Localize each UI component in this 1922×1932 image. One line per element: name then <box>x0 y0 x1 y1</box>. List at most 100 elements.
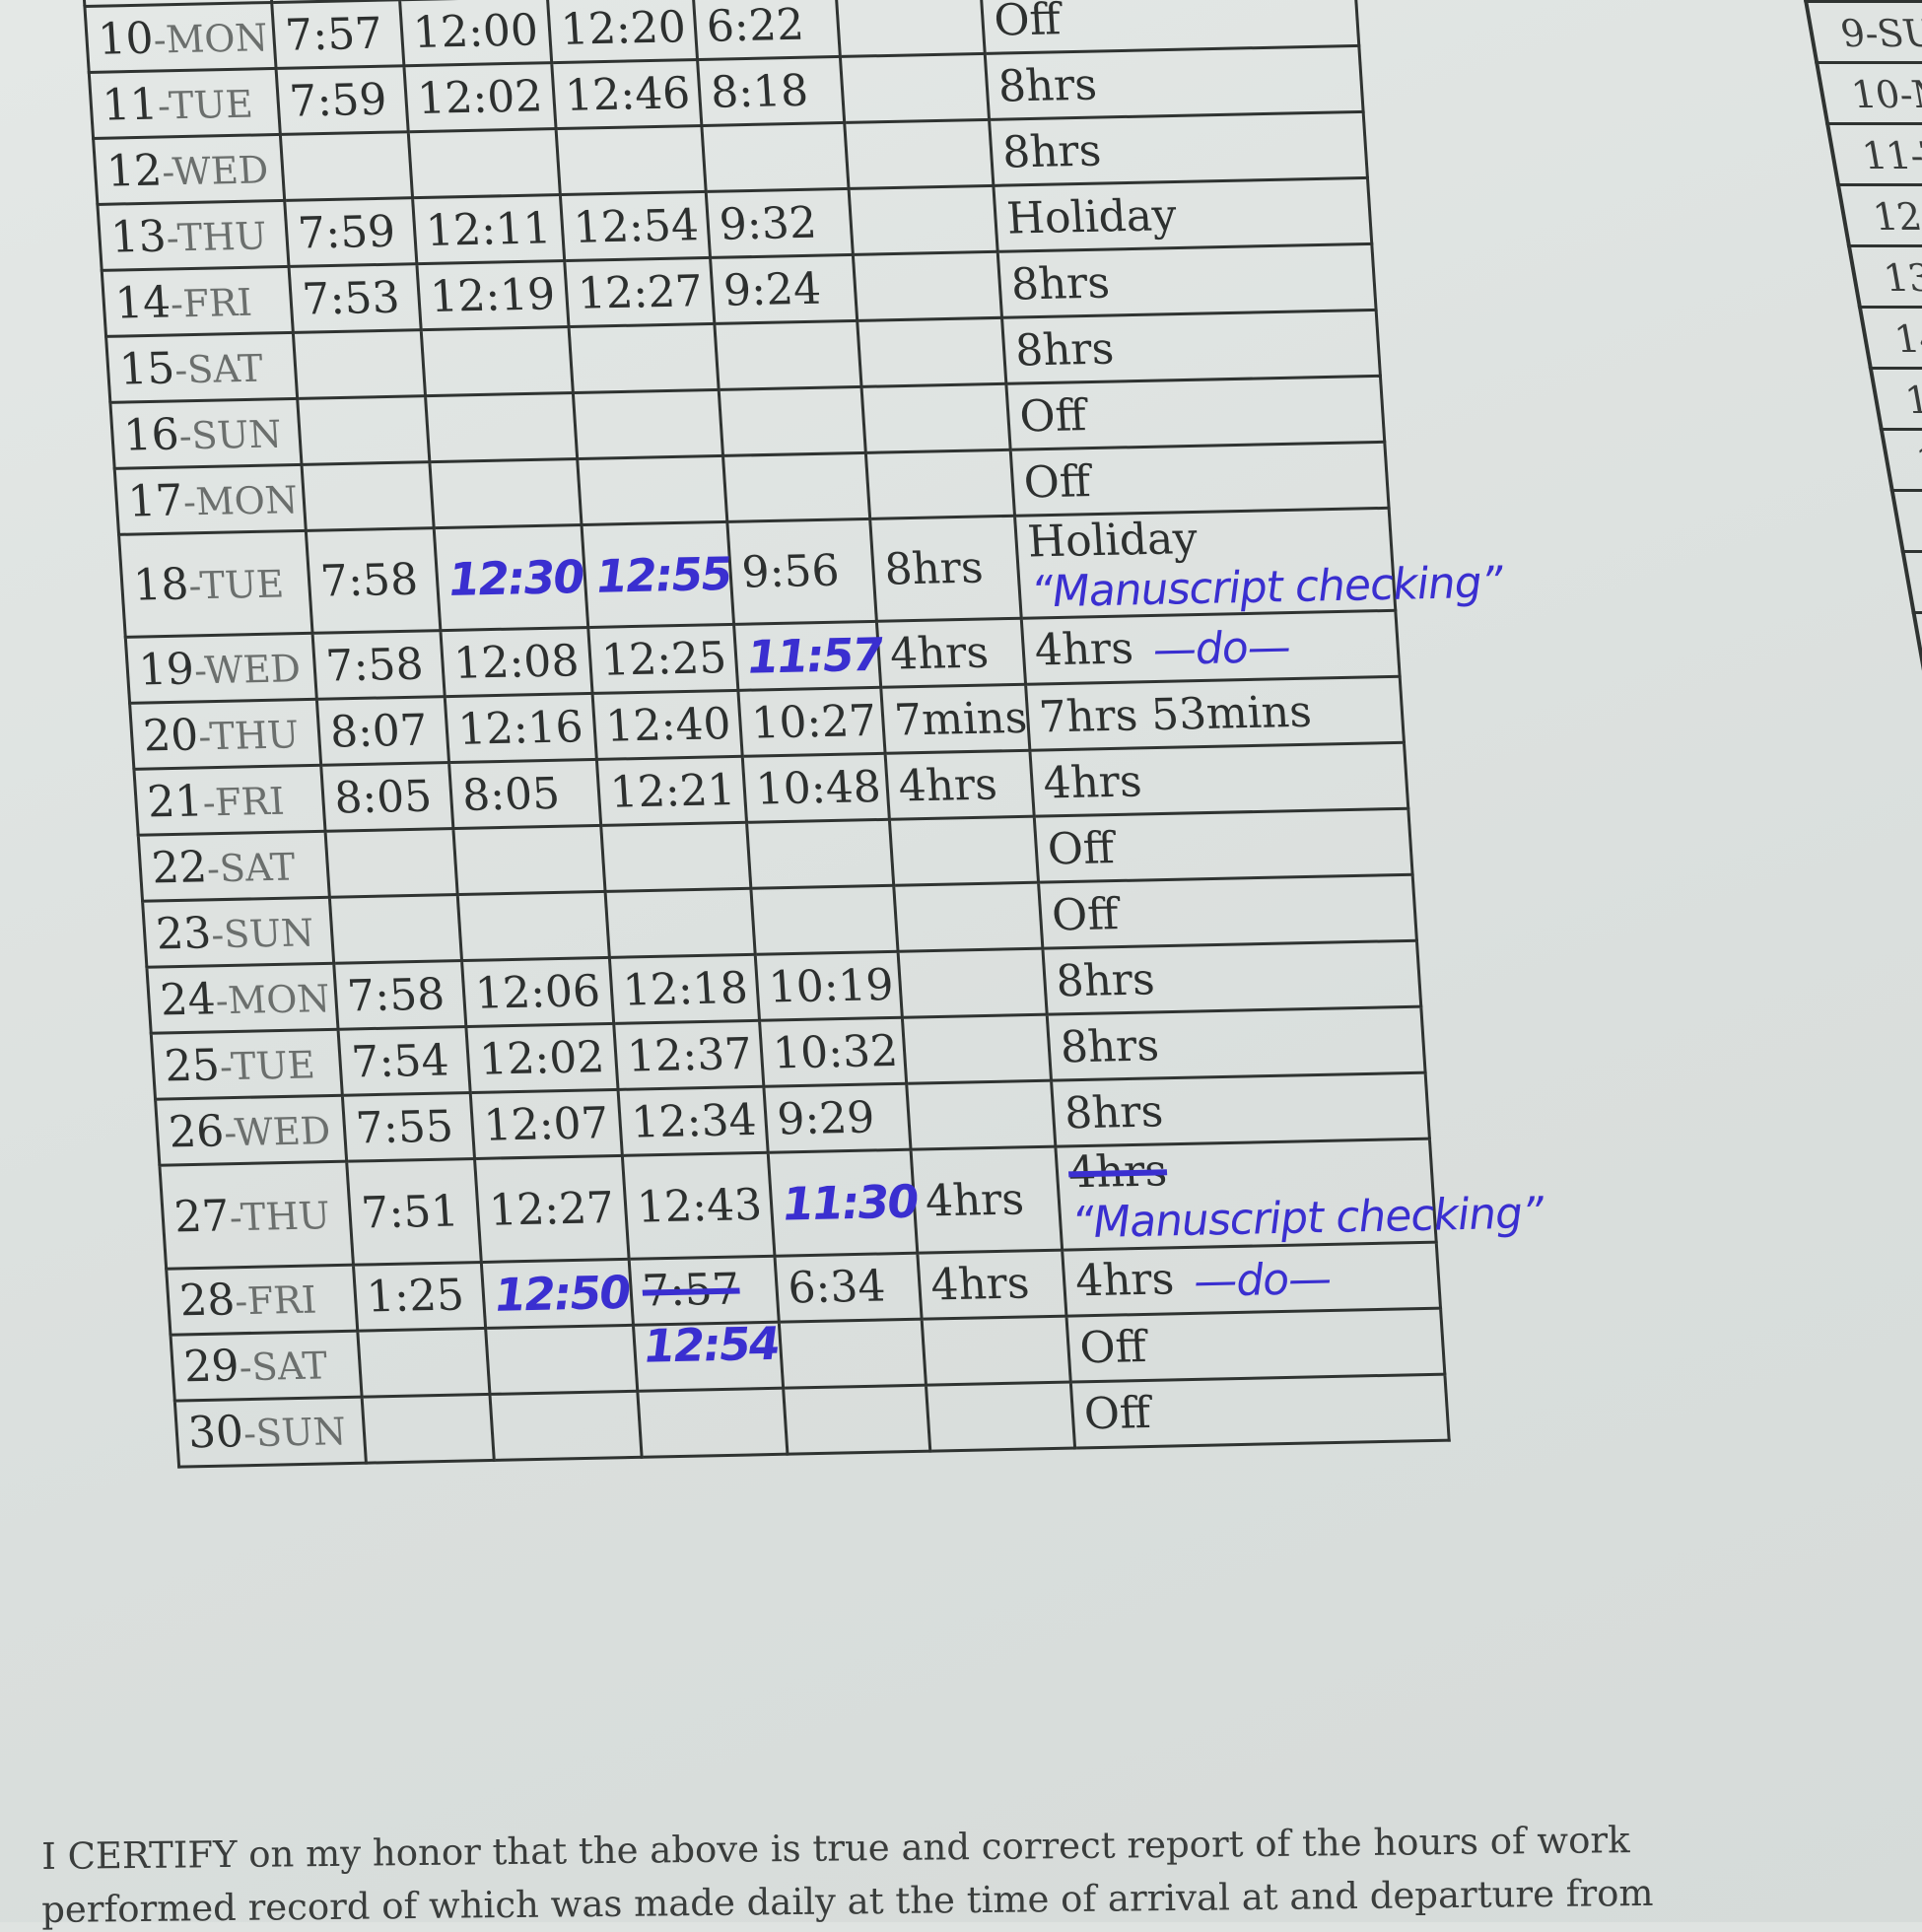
time-value: 6:34 <box>786 1261 887 1314</box>
time-value: 6:22 <box>705 0 806 52</box>
day-number: 18 <box>131 559 190 611</box>
day-number: 15 <box>117 342 176 395</box>
day-cell: 29-SAT <box>170 1330 363 1401</box>
time-cell: 7:58 <box>306 527 441 634</box>
time-cell <box>329 894 462 964</box>
remark-text: Off <box>1022 455 1092 509</box>
time-value: 12:00 <box>411 4 540 58</box>
time-cell: 12:06 <box>461 957 614 1027</box>
next-page-day: 11-T <box>1824 122 1922 183</box>
day-of-week: MON <box>227 976 332 1022</box>
day-number: 28 <box>177 1275 237 1327</box>
time-cell: 12:02 <box>403 62 557 132</box>
time-cell <box>556 125 707 195</box>
time-cell: 7:59 <box>284 197 417 267</box>
time-value: 12:18 <box>621 962 750 1016</box>
remark-text: 8hrs <box>1000 125 1103 178</box>
time-cell: 12:37 <box>613 1020 764 1090</box>
time-value: 12:37 <box>625 1028 754 1082</box>
remarks-cell: 8hrs <box>1051 1072 1430 1147</box>
remark-text: Off <box>1046 822 1116 875</box>
day-of-week: MON <box>194 477 300 523</box>
time-cell: 12:08 <box>440 627 593 697</box>
time-value: 7:58 <box>345 969 446 1022</box>
time-cell <box>421 326 574 396</box>
time-cell: 8:07 <box>316 696 449 766</box>
time-value: 12:06 <box>473 966 602 1019</box>
time-value: 10:32 <box>771 1025 900 1079</box>
day-cell: 24-MON <box>146 963 339 1034</box>
time-cell <box>408 128 561 198</box>
extra-hours-cell <box>922 1315 1071 1385</box>
remarks-cell: 4hrs <box>1029 742 1408 817</box>
remarks-cell: 4hrs —do— <box>1021 610 1401 685</box>
day-number: 29 <box>181 1341 241 1393</box>
time-cell: 9:24 <box>710 254 858 324</box>
time-cell <box>573 389 723 459</box>
time-cell <box>714 320 862 390</box>
day-of-week: WED <box>203 647 303 693</box>
time-cell <box>719 386 866 456</box>
extra-hours-cell <box>849 185 998 255</box>
extra-hours-cell <box>926 1381 1075 1451</box>
day-cell: 19-WED <box>125 633 317 704</box>
day-number: 23 <box>154 908 213 960</box>
time-value: 12:55 <box>594 546 732 603</box>
time-value: 12:27 <box>576 265 705 319</box>
remark-text: Off <box>1082 1388 1152 1440</box>
remarks-cell: 8hrs <box>989 111 1368 186</box>
day-cell: 23-SUN <box>142 897 334 968</box>
day-number: 26 <box>167 1106 226 1158</box>
extra-hours: 4hrs <box>897 759 999 812</box>
day-cell: 12-WED <box>93 134 285 205</box>
remark-text: Off <box>1077 1322 1148 1374</box>
day-of-week: MON <box>165 15 270 61</box>
extra-hours-cell <box>844 119 994 189</box>
time-value: 9:56 <box>740 545 842 598</box>
time-cell <box>280 131 413 201</box>
time-value: 12:19 <box>428 268 557 322</box>
time-cell: 12:50 <box>481 1259 634 1329</box>
time-cell <box>302 461 435 531</box>
day-number: 12 <box>104 145 164 197</box>
time-cell: 12:30 <box>434 524 588 632</box>
time-cell: 7:59 <box>276 65 409 135</box>
time-value: 12:21 <box>608 764 737 818</box>
time-cell: 6:34 <box>774 1252 923 1322</box>
time-cell: 6:22 <box>693 0 841 60</box>
remarks-cell: Holiday <box>993 177 1372 252</box>
remark-text: 8hrs <box>1054 954 1157 1007</box>
day-cell: 10-MON <box>84 2 277 73</box>
time-cell: 12:19 <box>416 260 570 330</box>
remarks-cell: Holiday “Manuscript checking” <box>1014 508 1504 619</box>
day-cell: 20-THU <box>129 699 321 770</box>
day-cell: 28-FRI <box>166 1264 358 1335</box>
time-value: 12:40 <box>604 698 733 752</box>
time-cell: 7:55 <box>342 1092 475 1162</box>
extra-hours-cell <box>889 816 1039 886</box>
time-cell <box>425 392 578 462</box>
day-cell: 13-THU <box>97 200 290 271</box>
next-page-day: 12- <box>1835 183 1922 244</box>
day-number: 10 <box>96 13 156 65</box>
day-number: 22 <box>150 842 209 894</box>
time-cell: 7:58 <box>312 631 446 700</box>
remark-text: 4hrs <box>1066 1145 1169 1199</box>
time-value: 8:05 <box>460 768 562 821</box>
day-of-week: FRI <box>245 1277 318 1324</box>
extra-hours-cell: 4hrs <box>911 1146 1063 1253</box>
remark-text: 7hrs 53mins <box>1037 686 1314 743</box>
remarks-cell: 8hrs <box>997 243 1377 318</box>
time-cell: 11:57 <box>733 621 883 691</box>
day-of-week: FRI <box>214 779 286 824</box>
time-cell <box>457 891 610 961</box>
time-cell: 1:25 <box>353 1262 486 1331</box>
time-value: 12:16 <box>456 702 585 755</box>
time-value: 8:07 <box>328 705 430 758</box>
day-of-week: WED <box>233 1108 332 1154</box>
time-cell: 7:58 <box>333 960 466 1030</box>
time-cell <box>293 329 426 399</box>
day-number: 20 <box>141 710 200 762</box>
time-cell <box>605 888 756 958</box>
time-cell: 8:18 <box>697 56 845 126</box>
